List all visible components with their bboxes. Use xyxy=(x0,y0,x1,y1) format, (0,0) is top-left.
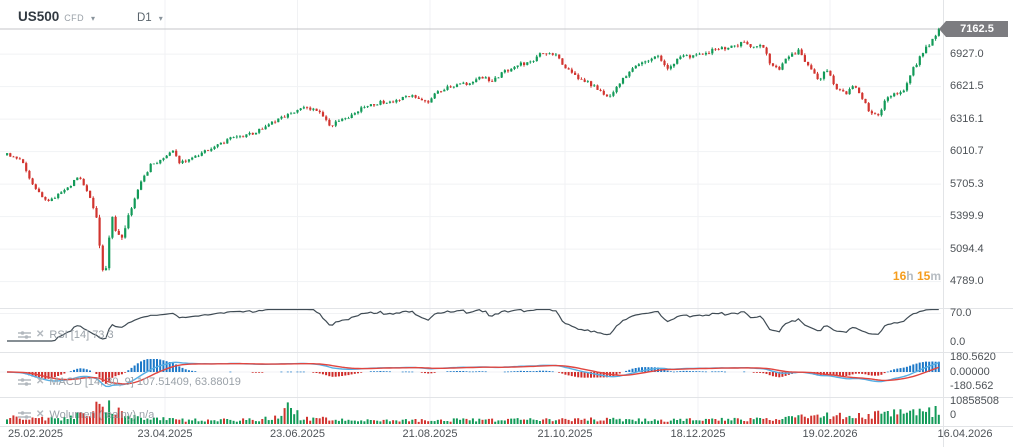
price-tick: 5399.9 xyxy=(950,210,984,222)
time-tick: 18.12.2025 xyxy=(670,428,726,440)
rsi-close-icon[interactable]: ✕ xyxy=(36,329,45,340)
current-price-value: 7162.5 xyxy=(960,23,994,35)
time-tick: 23.04.2025 xyxy=(137,428,193,440)
volume-label: Wolumen (realny) n/a xyxy=(49,409,155,421)
rsi-settings-icon[interactable] xyxy=(18,330,31,340)
time-tick: 21.08.2025 xyxy=(402,428,458,440)
time-tick: 19.02.2026 xyxy=(802,428,858,440)
macd-settings-icon[interactable] xyxy=(18,377,31,387)
macd-tick: -180.562 xyxy=(950,380,994,392)
macd-close-icon[interactable]: ✕ xyxy=(36,376,45,387)
countdown-minutes-unit: m xyxy=(930,269,941,283)
instrument-legend: US500 CFD ▾ D1 ▾ xyxy=(18,9,163,24)
rsi-tick: 70.0 xyxy=(950,307,972,319)
price-tick: 6621.5 xyxy=(950,80,984,92)
time-tick: 23.06.2025 xyxy=(269,428,326,440)
countdown-hours: 16 xyxy=(892,269,907,283)
price-tick: 5094.4 xyxy=(950,243,984,255)
price-tick: 6010.7 xyxy=(950,145,984,157)
volume-tick: 10858508 xyxy=(950,395,999,407)
timeframe-dropdown-caret[interactable]: ▾ xyxy=(158,14,163,23)
macd-label: MACD [14, 30, 9] 107.51409, 63.88019 xyxy=(49,376,241,388)
macd-tick: 0.00000 xyxy=(950,365,990,378)
symbol-label[interactable]: US500 xyxy=(18,9,60,24)
volume-indicator-header: ✕ Wolumen (realny) n/a xyxy=(18,409,154,421)
countdown-minutes: 15 xyxy=(916,269,931,283)
time-tick: 21.10.2025 xyxy=(537,428,593,440)
candle-countdown: 16h 15m xyxy=(893,269,941,283)
rsi-label: RSI [14] 73.3 xyxy=(49,329,114,341)
price-tick: 4789.0 xyxy=(950,275,984,287)
volume-tick: 0 xyxy=(950,409,957,421)
rsi-tick: 0.0 xyxy=(950,336,966,348)
countdown-hours-unit: h xyxy=(906,269,914,283)
price-tick: 5705.3 xyxy=(950,178,984,190)
price-tick: 6927.0 xyxy=(950,48,984,60)
volume-close-icon[interactable]: ✕ xyxy=(36,409,45,420)
rsi-indicator-header: ✕ RSI [14] 73.3 xyxy=(18,329,114,341)
macd-indicator-header: ✕ MACD [14, 30, 9] 107.51409, 63.88019 xyxy=(18,376,241,388)
symbol-dropdown-caret[interactable]: ▾ xyxy=(90,14,95,23)
volume-settings-icon[interactable] xyxy=(18,410,31,420)
timeframe-label[interactable]: D1 xyxy=(137,12,152,24)
current-price-tag: 7162.5 xyxy=(939,21,1008,37)
price-tick: 6316.1 xyxy=(950,113,984,125)
time-tick: 16.04.2026 xyxy=(937,428,993,440)
instrument-type-badge: CFD xyxy=(64,13,84,23)
time-tick: 25.02.2025 xyxy=(8,428,64,440)
macd-tick: 180.5620 xyxy=(950,351,996,363)
